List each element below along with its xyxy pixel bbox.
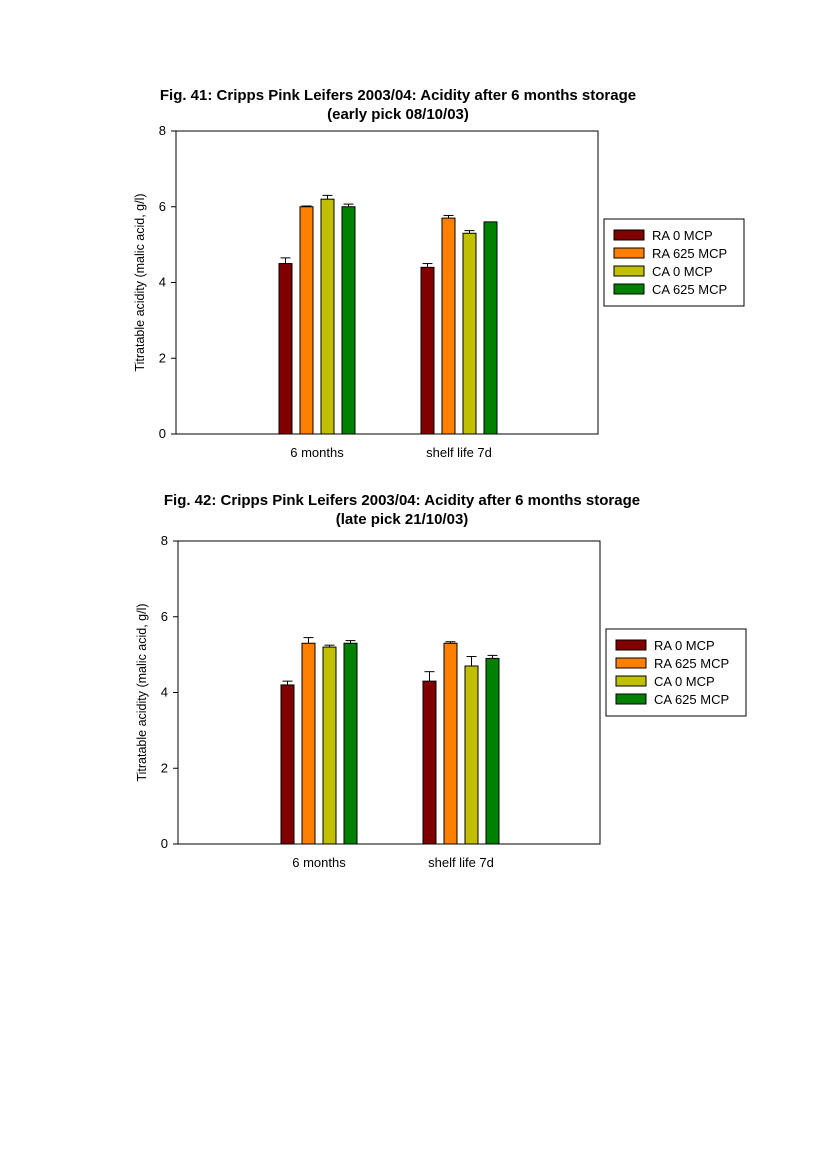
legend-label: RA 625 MCP <box>652 246 727 261</box>
bar <box>301 642 316 845</box>
legend-swatch <box>613 229 645 241</box>
bar-chart-fig41: 0 2 4 6 8 Titratable acidity (malic acid, g/l… <box>133 123 745 460</box>
legend-label: RA 0 MCP <box>654 638 715 653</box>
legend-label: CA 625 MCP <box>652 282 727 297</box>
bar <box>485 657 500 845</box>
bar <box>420 266 435 435</box>
bar <box>299 206 314 435</box>
plot-frame <box>175 130 599 435</box>
chart-subtitle-line: (early pick 08/10/03) <box>327 106 469 123</box>
y-tick-label: 6 <box>161 609 168 624</box>
y-tick-label: 2 <box>159 350 166 365</box>
y-tick-label: 6 <box>159 199 166 214</box>
chart-title-fig41: Fig. 41: Cripps Pink Leifers 2003/04: Ac… <box>8 86 788 124</box>
legend-label: CA 0 MCP <box>654 674 715 689</box>
bar <box>464 665 479 845</box>
y-tick-label: 4 <box>159 275 166 290</box>
bar <box>483 221 498 435</box>
bar <box>280 684 295 845</box>
bar <box>462 232 477 435</box>
y-tick-label: 8 <box>159 123 166 138</box>
bar <box>278 263 293 435</box>
bar <box>320 198 335 435</box>
legend-swatch <box>615 657 647 669</box>
bar <box>322 646 337 845</box>
y-tick-label: 2 <box>161 760 168 775</box>
y-axis-label: Titratable acidity (malic acid, g/l) <box>135 603 149 781</box>
y-axis-label: Titratable acidity (malic acid, g/l) <box>133 193 147 371</box>
y-tick-label: 8 <box>161 533 168 548</box>
bar <box>341 206 356 435</box>
chart-title-line: Fig. 41: Cripps Pink Leifers 2003/04: Ac… <box>159 87 637 104</box>
legend-swatch <box>615 693 647 705</box>
legend-label: CA 625 MCP <box>654 692 729 707</box>
legend-swatch <box>615 675 647 687</box>
y-tick-label: 0 <box>161 836 168 851</box>
y-tick-label: 4 <box>161 685 168 700</box>
x-category-label: 6 months <box>292 855 346 870</box>
legend-label: RA 625 MCP <box>654 656 729 671</box>
legend-label: CA 0 MCP <box>652 264 713 279</box>
chart-title-line: Fig. 42: Cripps Pink Leifers 2003/04: Ac… <box>163 492 641 509</box>
bar-chart-fig42: 0 2 4 6 8 Titratable acidity (malic acid, g/l… <box>135 533 747 870</box>
legend-swatch <box>613 247 645 259</box>
bar <box>441 217 456 435</box>
bar <box>422 680 437 845</box>
x-category-label: shelf life 7d <box>428 855 494 870</box>
legend-swatch <box>615 639 647 651</box>
bar <box>443 642 458 845</box>
bar <box>343 642 358 845</box>
chart-title-fig42: Fig. 42: Cripps Pink Leifers 2003/04: Ac… <box>12 491 792 529</box>
plot-frame <box>177 540 601 845</box>
chart-subtitle-line: (late pick 21/10/03) <box>335 511 469 528</box>
legend-label: RA 0 MCP <box>652 228 713 243</box>
x-category-label: shelf life 7d <box>426 445 492 460</box>
legend-swatch <box>613 283 645 295</box>
x-category-label: 6 months <box>290 445 344 460</box>
y-tick-label: 0 <box>159 426 166 441</box>
legend-swatch <box>613 265 645 277</box>
